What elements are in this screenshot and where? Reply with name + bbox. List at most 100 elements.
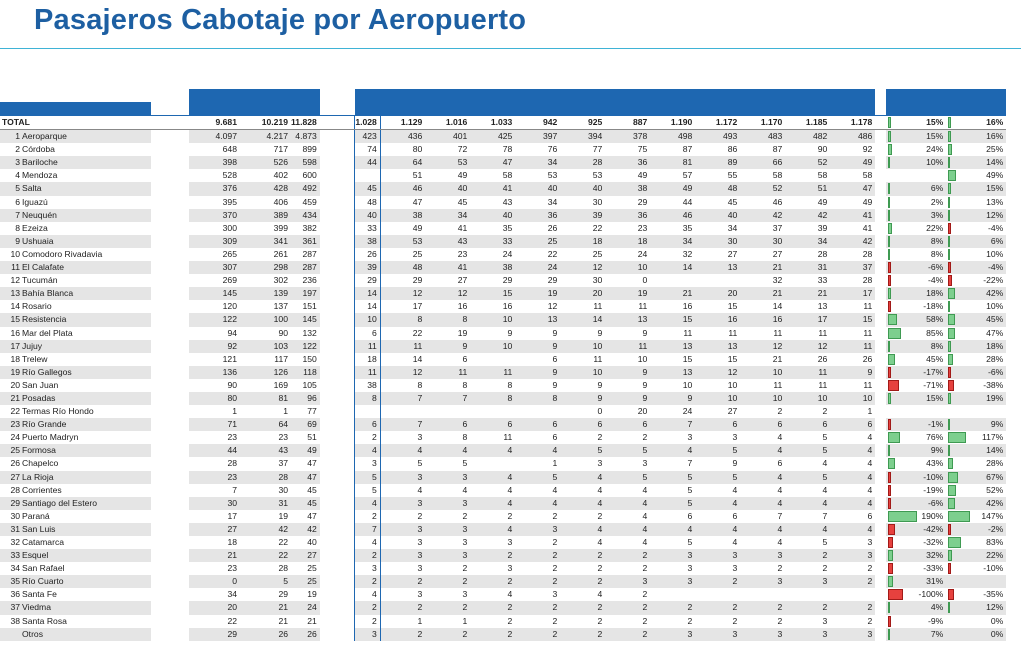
table-row: 23 Río Grande 71 64 69 6 7 6 6 6 6 6 7 6 6 6 6 -1% 9% [0, 418, 1007, 432]
table-row: 18 Trelew 121 117 150 18 14 6 6 11 10 15 15 21 26 26 45%… [0, 352, 1007, 366]
percent-value: 42% [986, 497, 1004, 508]
value-cell: 7 [740, 509, 786, 523]
value-cell: 5 [354, 470, 381, 484]
value-cell: 493 [695, 129, 741, 144]
delta-ytd-cell: 52% [946, 483, 1007, 497]
table-row: 8 Ezeiza 300 399 382 33 49 41 35 26 22 23 35 34 37 39 41… [0, 221, 1007, 235]
period-header-bottom [240, 102, 291, 116]
value-cell: 3 [830, 536, 876, 550]
value-cell: 2 [379, 601, 426, 615]
percent-value: -18% [923, 301, 944, 312]
value-cell: 49 [291, 444, 320, 458]
value-cell: 2 [650, 601, 696, 615]
value-cell: 236 [291, 274, 320, 288]
table-row: 28 Corrientes 7 30 45 5 4 4 4 4 4 4 5 4 4 4 4 -19% 52% [0, 483, 1007, 497]
percent-value: -1% [928, 419, 944, 430]
value-cell: 49 [830, 156, 876, 170]
value-cell: 11 [785, 326, 831, 340]
value-cell: 1 [830, 405, 876, 419]
value-cell: 7 [785, 509, 831, 523]
percent-value: 2% [930, 196, 944, 207]
value-cell: 600 [291, 169, 320, 183]
value-cell: 45 [425, 195, 471, 209]
value-cell: 72 [425, 143, 471, 157]
value-cell: 26 [830, 352, 876, 366]
value-cell: 6 [605, 418, 651, 432]
value-cell: 2 [695, 614, 741, 628]
value-cell: 47 [830, 182, 876, 196]
value-cell: 4 [470, 522, 516, 536]
value-cell: 4 [425, 483, 471, 497]
table-row: 14 Rosario 120 137 151 14 17 16 16 12 11 11 16 15 14 13… [0, 300, 1007, 314]
total-value: 1.178 [830, 114, 876, 131]
value-cell: 395 [189, 195, 240, 209]
value-cell: 8 [379, 313, 426, 327]
value-cell: 4 [354, 588, 381, 602]
value-cell: 10 [695, 378, 741, 392]
percent-value: 76% [926, 432, 944, 443]
airport-label: Ushuaia [22, 235, 54, 246]
value-cell: 81 [240, 391, 291, 406]
airport-label: Córdoba [22, 144, 55, 155]
total-value: 887 [605, 114, 651, 131]
airport-label: Corrientes [22, 484, 62, 495]
value-cell: 4 [830, 483, 876, 497]
value-cell: 5 [425, 457, 471, 471]
value-cell: 52 [740, 182, 786, 196]
value-cell: 389 [240, 208, 291, 222]
value-cell: 2 [470, 601, 516, 615]
period-header-top [605, 89, 651, 102]
airport-name: 35 Río Cuarto [0, 575, 151, 589]
delta-nov-cell: 2% [886, 195, 947, 209]
delta-nov-cell: -4% [886, 274, 947, 288]
value-cell: 2 [605, 431, 651, 445]
value-cell: 6 [740, 457, 786, 471]
percent-value: 0% [990, 615, 1004, 626]
value-cell: 69 [291, 418, 320, 432]
negative-bar [888, 523, 895, 535]
value-cell: 10 [470, 313, 516, 327]
value-cell: 13 [695, 261, 741, 275]
airport-label: Trelew [22, 353, 48, 364]
row-index: 38 [10, 615, 20, 626]
value-cell: 13 [515, 313, 561, 327]
period-header-top [380, 89, 426, 102]
value-cell: 51 [291, 431, 320, 445]
airport-name: 18 Trelew [0, 352, 151, 366]
value-cell [740, 588, 786, 602]
percent-value: 15% [926, 117, 944, 127]
value-cell: 8 [470, 391, 516, 406]
value-cell: 8 [425, 431, 471, 445]
value-cell: 28 [830, 247, 876, 262]
percent-value: -100% [918, 589, 944, 600]
value-cell: 361 [291, 234, 320, 248]
percent-value: 9% [990, 419, 1004, 430]
value-cell: 265 [189, 247, 240, 262]
row-index: 36 [10, 589, 20, 600]
value-cell: 47 [379, 195, 426, 209]
value-cell: 382 [291, 221, 320, 235]
value-cell: 12 [785, 339, 831, 353]
airport-name: 25 Formosa [0, 444, 151, 458]
percent-value: 14% [986, 445, 1004, 456]
period-header-bottom [189, 102, 240, 116]
value-cell: 4 [515, 483, 561, 497]
percent-value: 32% [926, 550, 944, 561]
percent-value: 12% [986, 602, 1004, 613]
value-cell: 4 [740, 470, 786, 484]
table-row: 9 Ushuaia 309 341 361 38 53 43 33 25 18 18 34 30 30 34 4… [0, 234, 1007, 248]
value-cell: 376 [189, 182, 240, 196]
value-cell: 2 [560, 601, 606, 615]
value-cell: 37 [240, 457, 291, 471]
total-value: 1.170 [740, 114, 786, 131]
value-cell: 13 [650, 365, 696, 379]
value-cell: 34 [425, 208, 471, 222]
value-cell: 38 [379, 208, 426, 222]
table-row: 19 Río Gallegos 136 126 118 11 12 11 11 9 10 9 13 12 1… [0, 365, 1007, 379]
value-cell: 12 [425, 287, 471, 301]
value-cell: 6 [470, 418, 516, 432]
value-cell: 2 [354, 614, 381, 628]
table-row: 29 Santiago del Estero 30 31 45 4 3 3 4 4 4 4 5 4 4 4 4-… [0, 496, 1007, 510]
percent-value: -33% [923, 563, 944, 574]
value-cell: 10 [740, 391, 786, 406]
